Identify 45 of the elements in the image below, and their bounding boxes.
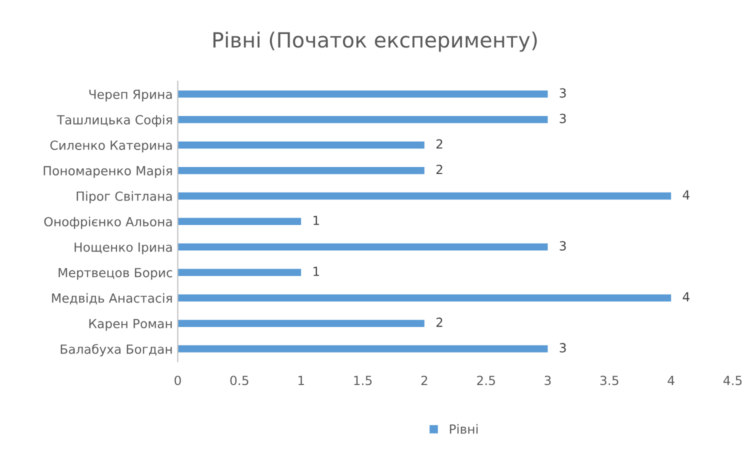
bar [178, 218, 302, 226]
x-tick-label: 0 [174, 376, 181, 386]
y-tick-label: Мертвецов Борис [58, 268, 172, 280]
x-tick-label: 1 [298, 376, 304, 385]
data-label: 3 [560, 241, 566, 251]
data-label: 4 [682, 292, 690, 302]
bar [178, 320, 424, 327]
x-tick-label: 4.5 [723, 376, 742, 386]
data-label: 1 [314, 266, 319, 276]
data-label: 3 [560, 88, 566, 98]
bar [178, 294, 672, 302]
chart-title: Рівні (Початок експерименту) [213, 32, 537, 52]
bar [178, 141, 424, 149]
bar [178, 268, 302, 276]
y-tick-label: Череп Ярина [89, 90, 172, 102]
y-tick-label: Ташлицька Софія [56, 114, 172, 127]
data-label: 4 [682, 190, 690, 200]
bar [178, 90, 548, 98]
y-tick-label: Нощенко Ірина [74, 242, 172, 254]
data-label: 1 [314, 216, 319, 225]
bar [178, 116, 548, 124]
y-tick-label: Пірог Світлана [76, 191, 172, 204]
x-tick-label: 0.5 [230, 376, 248, 386]
y-tick-label: Силенко Катерина [50, 140, 172, 152]
x-tick-label: 3.5 [600, 376, 618, 386]
y-tick-label: Карен Роман [89, 319, 172, 331]
data-label: 2 [436, 139, 442, 148]
y-tick-label: Балабуха Богдан [60, 344, 172, 356]
y-tick-label: Онофрієнко Альона [44, 216, 172, 229]
x-tick-label: 2 [421, 376, 428, 385]
y-tick-label: Пономаренко Марія [44, 166, 172, 178]
x-tick-label: 4 [668, 376, 674, 385]
data-label: 2 [436, 164, 442, 174]
data-label: 3 [560, 343, 566, 352]
bar [178, 192, 672, 200]
bar [178, 345, 548, 352]
data-label: 2 [436, 318, 442, 327]
x-tick-label: 3 [544, 376, 551, 386]
data-label: 3 [560, 114, 566, 124]
x-tick-label: 2.5 [477, 376, 495, 386]
bar [178, 243, 548, 251]
x-tick-label: 1.5 [354, 376, 372, 386]
y-tick-label: Медвідь Анастасія [52, 293, 172, 304]
bar [178, 166, 424, 174]
legend-label: Рівні [450, 424, 478, 434]
